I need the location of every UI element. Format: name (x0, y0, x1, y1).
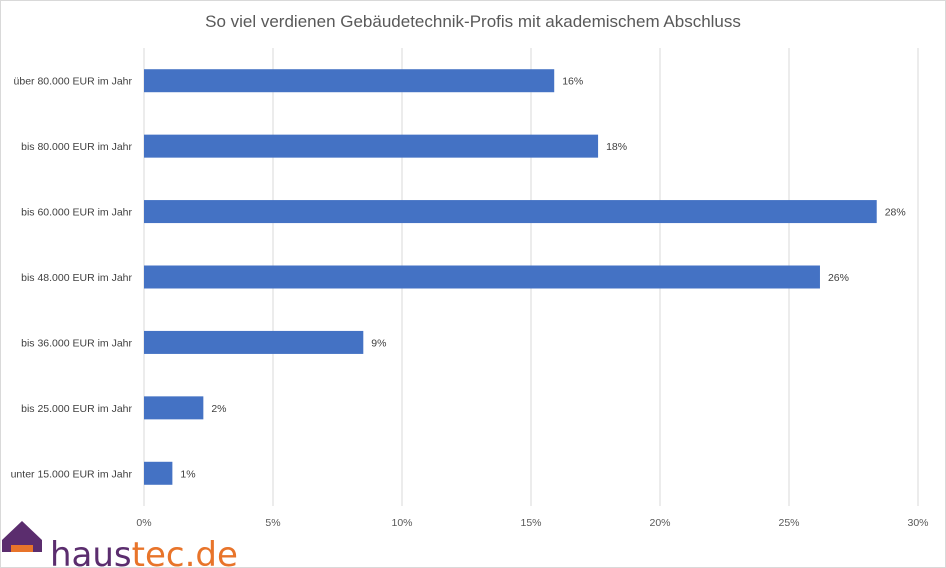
data-label: 28% (885, 207, 906, 219)
x-tick-label: 30% (907, 517, 928, 529)
bar (144, 330, 364, 354)
data-label: 26% (828, 272, 849, 284)
category-label: unter 15.000 EUR im Jahr (11, 468, 133, 480)
logo-text-haus: haus (50, 535, 132, 568)
bar (144, 134, 599, 158)
category-label: bis 25.000 EUR im Jahr (21, 403, 132, 415)
logo-text-tec: tec.de (132, 535, 238, 568)
data-label: 16% (562, 76, 583, 88)
x-tick-label: 25% (778, 517, 799, 529)
category-label: über 80.000 EUR im Jahr (14, 76, 133, 88)
data-label: 2% (211, 403, 226, 415)
category-label: bis 36.000 EUR im Jahr (21, 337, 132, 349)
bar (144, 461, 173, 485)
category-label: bis 48.000 EUR im Jahr (21, 272, 132, 284)
bar (144, 69, 555, 93)
x-tick-label: 5% (265, 517, 280, 529)
x-tick-label: 0% (136, 517, 151, 529)
svg-text:haustec.de: haustec.de (50, 535, 238, 568)
category-labels: über 80.000 EUR im Jahr bis 80.000 EUR im… (11, 76, 133, 481)
x-tick-label: 10% (391, 517, 412, 529)
category-label: bis 80.000 EUR im Jahr (21, 141, 132, 153)
bar (144, 396, 204, 420)
data-label: 18% (606, 141, 627, 153)
bar (144, 200, 877, 224)
bar (144, 265, 820, 289)
house-icon (2, 521, 42, 552)
x-tick-labels: 0% 5% 10% 15% 20% 25% 30% (136, 517, 928, 529)
bars (144, 69, 877, 485)
x-tick-label: 20% (649, 517, 670, 529)
data-labels: 16% 18% 28% 26% 9% 2% 1% (180, 76, 905, 481)
data-label: 9% (371, 337, 386, 349)
haustec-logo: haustec.de (2, 521, 238, 568)
data-label: 1% (180, 468, 195, 480)
category-label: bis 60.000 EUR im Jahr (21, 207, 132, 219)
x-tick-label: 15% (520, 517, 541, 529)
chart-title: So viel verdienen Gebäudetechnik-Profis … (205, 12, 741, 31)
